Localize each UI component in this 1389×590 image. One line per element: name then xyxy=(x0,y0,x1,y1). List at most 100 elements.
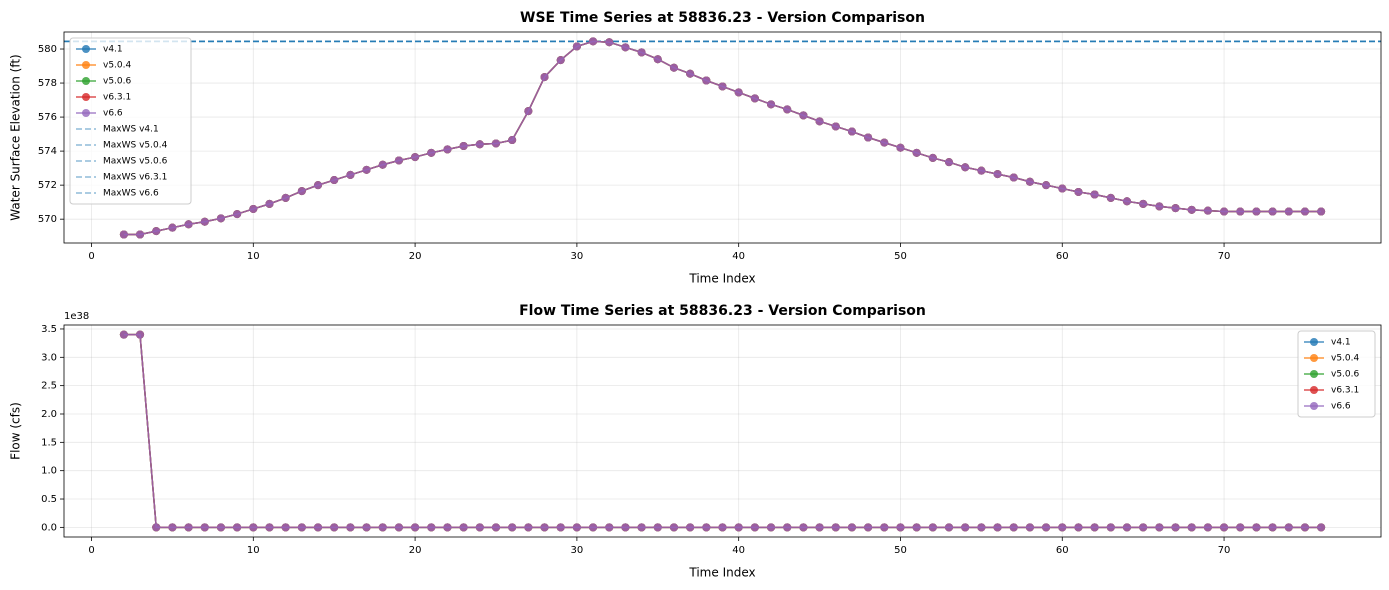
legend-label: v4.1 xyxy=(103,45,123,55)
data-point xyxy=(847,127,856,136)
x-tick-label: 40 xyxy=(732,251,745,262)
data-point xyxy=(589,523,598,532)
data-point xyxy=(152,523,161,532)
data-point xyxy=(1236,523,1245,532)
data-point xyxy=(1236,207,1245,216)
data-point xyxy=(1106,523,1115,532)
legend-box xyxy=(1297,330,1376,418)
y-offset-label: 1e38 xyxy=(64,311,89,322)
legend-label: MaxWS v4.1 xyxy=(103,125,159,135)
data-point xyxy=(216,523,225,532)
data-point xyxy=(669,63,678,72)
data-point xyxy=(1171,523,1180,532)
x-tick-label: 20 xyxy=(409,545,422,556)
x-tick-label: 30 xyxy=(571,251,584,262)
data-point xyxy=(945,158,954,167)
data-point xyxy=(1187,205,1196,214)
y-tick-label: 572 xyxy=(38,180,57,191)
data-point xyxy=(411,523,420,532)
data-point xyxy=(524,107,533,116)
chart-title: WSE Time Series at 58836.23 - Version Co… xyxy=(520,10,925,26)
data-point xyxy=(427,523,436,532)
series-line xyxy=(123,333,1322,529)
data-point xyxy=(200,217,209,226)
data-point xyxy=(1122,197,1131,206)
x-tick-label: 10 xyxy=(247,251,260,262)
legend-label: MaxWS v6.6 xyxy=(103,189,159,199)
data-point xyxy=(362,165,371,174)
data-point xyxy=(136,330,145,339)
data-point xyxy=(831,122,840,131)
data-point xyxy=(734,523,743,532)
data-point xyxy=(653,523,662,532)
data-point xyxy=(459,142,468,151)
data-point xyxy=(1252,523,1261,532)
data-point xyxy=(621,523,630,532)
data-point xyxy=(1042,181,1051,190)
legend-marker xyxy=(1310,338,1318,346)
legend-marker xyxy=(82,109,90,117)
data-point xyxy=(136,230,145,239)
data-point xyxy=(961,163,970,172)
data-point xyxy=(1009,523,1018,532)
data-point xyxy=(1284,207,1293,216)
data-point xyxy=(945,523,954,532)
data-point xyxy=(184,523,193,532)
data-point xyxy=(637,48,646,57)
data-point xyxy=(475,140,484,149)
data-point xyxy=(330,523,339,532)
legend-marker xyxy=(1310,402,1318,410)
data-point xyxy=(961,523,970,532)
data-point xyxy=(702,523,711,532)
data-point xyxy=(330,176,339,185)
x-tick-label: 70 xyxy=(1218,545,1231,556)
data-point xyxy=(491,523,500,532)
y-tick-label: 2.5 xyxy=(41,381,57,392)
data-point xyxy=(896,143,905,152)
data-point xyxy=(1025,177,1034,186)
y-tick-label: 3.0 xyxy=(41,352,57,363)
data-point xyxy=(880,138,889,147)
data-point xyxy=(281,193,290,202)
data-point xyxy=(815,117,824,126)
data-point xyxy=(378,523,387,532)
data-point xyxy=(734,88,743,97)
data-point xyxy=(653,55,662,64)
legend-marker xyxy=(82,45,90,53)
legend-label: v5.0.6 xyxy=(103,77,132,87)
data-point xyxy=(750,94,759,103)
data-point xyxy=(928,153,937,162)
legend-label: v6.6 xyxy=(103,109,123,119)
data-point xyxy=(281,523,290,532)
series-line xyxy=(123,333,1322,529)
data-point xyxy=(1317,207,1326,216)
data-point xyxy=(459,523,468,532)
data-point xyxy=(1268,207,1277,216)
data-point xyxy=(475,523,484,532)
data-point xyxy=(168,223,177,232)
data-point xyxy=(443,523,452,532)
data-point xyxy=(1220,207,1229,216)
data-point xyxy=(718,82,727,91)
legend-label: v5.0.6 xyxy=(1331,370,1360,380)
data-point xyxy=(394,156,403,165)
data-point xyxy=(718,523,727,532)
data-point xyxy=(1284,523,1293,532)
data-point xyxy=(1220,523,1229,532)
data-point xyxy=(1300,523,1309,532)
data-point xyxy=(1074,187,1083,196)
y-tick-label: 580 xyxy=(38,44,57,55)
data-point xyxy=(443,145,452,154)
data-point xyxy=(491,139,500,148)
legend-label: v6.3.1 xyxy=(103,93,131,103)
data-point xyxy=(864,523,873,532)
legend-label: v6.6 xyxy=(1331,402,1351,412)
data-point xyxy=(1139,199,1148,208)
data-point xyxy=(1155,202,1164,211)
data-point xyxy=(265,523,274,532)
data-point xyxy=(977,166,986,175)
data-point xyxy=(1042,523,1051,532)
data-point xyxy=(621,43,630,52)
legend-marker xyxy=(82,93,90,101)
